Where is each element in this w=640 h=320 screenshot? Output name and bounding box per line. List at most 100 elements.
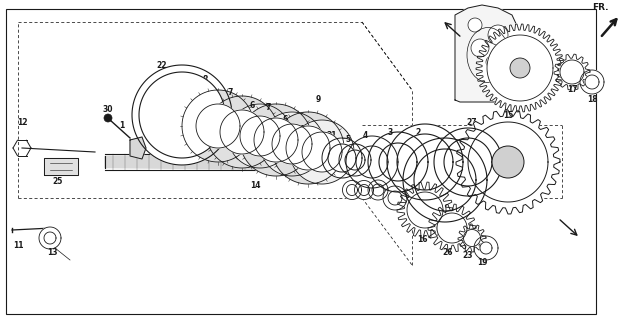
Circle shape [468,18,482,32]
Polygon shape [383,186,407,210]
Polygon shape [407,192,443,228]
Text: 6: 6 [250,101,255,110]
Text: 7: 7 [266,103,271,112]
Polygon shape [228,104,292,168]
Polygon shape [260,112,324,176]
Text: 24: 24 [390,171,400,180]
Polygon shape [397,182,453,238]
Polygon shape [345,150,365,170]
Text: 1: 1 [120,121,125,130]
Polygon shape [290,120,354,184]
Polygon shape [387,124,463,200]
Text: 6: 6 [316,138,321,147]
Polygon shape [328,144,356,172]
Polygon shape [554,54,590,90]
Polygon shape [206,96,278,168]
Polygon shape [240,116,280,156]
Polygon shape [342,180,362,199]
Polygon shape [458,224,486,252]
Text: 12: 12 [17,118,28,127]
Polygon shape [254,118,298,162]
Polygon shape [355,180,374,199]
Polygon shape [339,144,371,176]
Text: 29: 29 [355,163,365,172]
Text: 28: 28 [433,195,444,204]
Text: 2: 2 [415,128,420,137]
Polygon shape [132,65,232,165]
Polygon shape [322,138,362,178]
Polygon shape [240,104,312,176]
Polygon shape [455,5,518,102]
Text: 7: 7 [300,125,305,134]
Polygon shape [272,112,344,184]
Circle shape [104,114,112,122]
Text: 27: 27 [467,118,477,127]
Polygon shape [130,137,146,159]
Polygon shape [379,143,417,181]
Polygon shape [388,191,402,205]
Polygon shape [356,146,388,178]
Polygon shape [487,35,553,101]
Circle shape [492,146,524,178]
Polygon shape [560,60,584,84]
Polygon shape [302,132,342,172]
Text: 4: 4 [362,131,367,140]
Polygon shape [476,24,564,112]
Text: 16: 16 [417,235,428,244]
Text: 3: 3 [387,128,392,137]
Polygon shape [196,104,240,148]
Text: 29: 29 [343,163,353,172]
Polygon shape [474,236,498,260]
Polygon shape [368,132,428,192]
Polygon shape [580,70,604,94]
Text: 10: 10 [503,99,513,108]
Text: 7: 7 [227,88,233,97]
Polygon shape [44,232,56,244]
Polygon shape [372,184,384,196]
Text: 25: 25 [53,177,63,186]
Text: 13: 13 [47,248,57,257]
Polygon shape [358,185,369,196]
Polygon shape [397,134,453,190]
Polygon shape [444,138,492,186]
Text: 11: 11 [13,241,23,250]
Text: FR.: FR. [592,3,608,12]
Polygon shape [220,110,264,154]
Polygon shape [286,126,330,170]
Polygon shape [44,158,78,175]
Polygon shape [105,154,350,170]
Polygon shape [403,138,487,222]
Text: 19: 19 [477,258,487,267]
Polygon shape [585,75,599,89]
Text: 5: 5 [346,135,351,144]
Text: 6: 6 [282,115,287,124]
Text: 17: 17 [566,85,577,94]
Circle shape [471,39,489,57]
Polygon shape [368,180,388,200]
Polygon shape [414,149,476,211]
Text: 20: 20 [370,163,380,172]
Polygon shape [456,110,560,214]
Text: 22: 22 [157,61,167,70]
Polygon shape [346,185,358,196]
Text: 30: 30 [103,105,113,114]
Text: 23: 23 [463,251,473,260]
Text: 26: 26 [443,248,453,257]
Polygon shape [39,227,61,249]
Text: 15: 15 [503,111,513,120]
Polygon shape [468,122,548,202]
Polygon shape [437,213,467,243]
Polygon shape [480,242,492,254]
Polygon shape [434,128,502,196]
Polygon shape [139,72,225,158]
Text: 8: 8 [202,75,208,84]
Polygon shape [182,90,254,162]
Circle shape [486,56,498,68]
Text: 18: 18 [587,95,597,104]
Polygon shape [272,124,312,164]
Circle shape [510,58,530,78]
Polygon shape [346,136,398,188]
Polygon shape [428,204,476,252]
Text: 21: 21 [327,131,337,140]
Polygon shape [463,229,481,246]
